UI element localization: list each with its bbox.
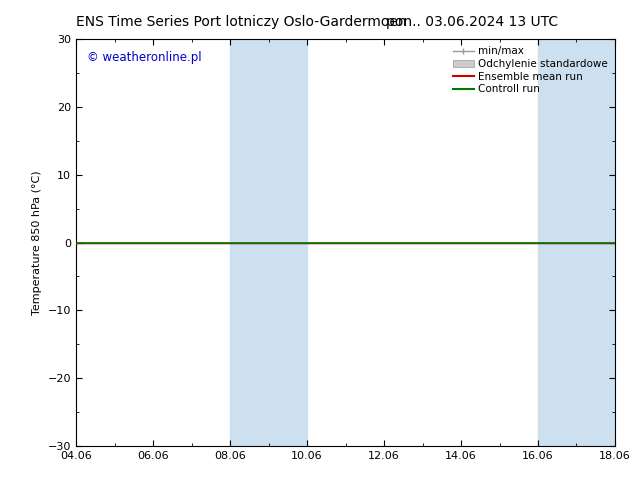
Bar <box>538 39 615 446</box>
Text: ENS Time Series Port lotniczy Oslo-Gardermoen: ENS Time Series Port lotniczy Oslo-Garde… <box>76 15 406 29</box>
Text: © weatheronline.pl: © weatheronline.pl <box>87 51 202 64</box>
Legend: min/max, Odchylenie standardowe, Ensemble mean run, Controll run: min/max, Odchylenie standardowe, Ensembl… <box>451 45 610 97</box>
Y-axis label: Temperature 850 hPa (°C): Temperature 850 hPa (°C) <box>32 170 42 315</box>
Text: pon.. 03.06.2024 13 UTC: pon.. 03.06.2024 13 UTC <box>386 15 558 29</box>
Bar <box>230 39 307 446</box>
